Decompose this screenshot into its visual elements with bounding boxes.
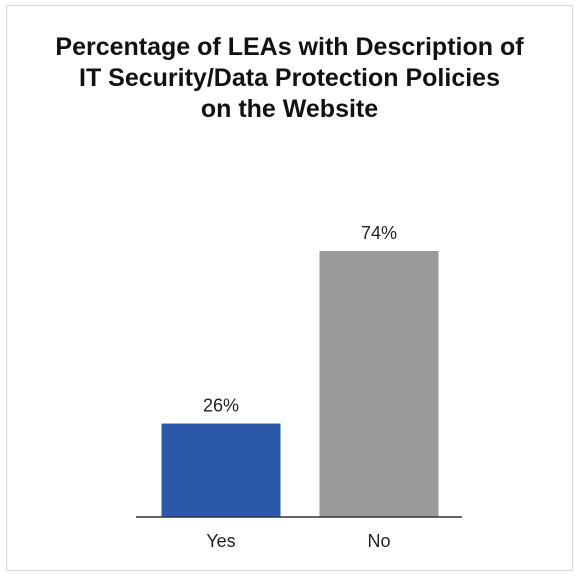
x-tick-label-no: No <box>367 531 390 551</box>
bar-yes <box>161 423 281 517</box>
chart-title: Percentage of LEAs with Description of I… <box>55 33 524 123</box>
labels-group: 26% Yes 74% No <box>203 223 397 551</box>
chart-frame <box>6 5 573 571</box>
x-tick-label-yes: Yes <box>206 531 235 551</box>
bars-group <box>161 251 439 517</box>
data-label-no: 74% <box>361 223 397 243</box>
data-label-yes: 26% <box>203 396 239 416</box>
bar-no <box>319 251 439 517</box>
